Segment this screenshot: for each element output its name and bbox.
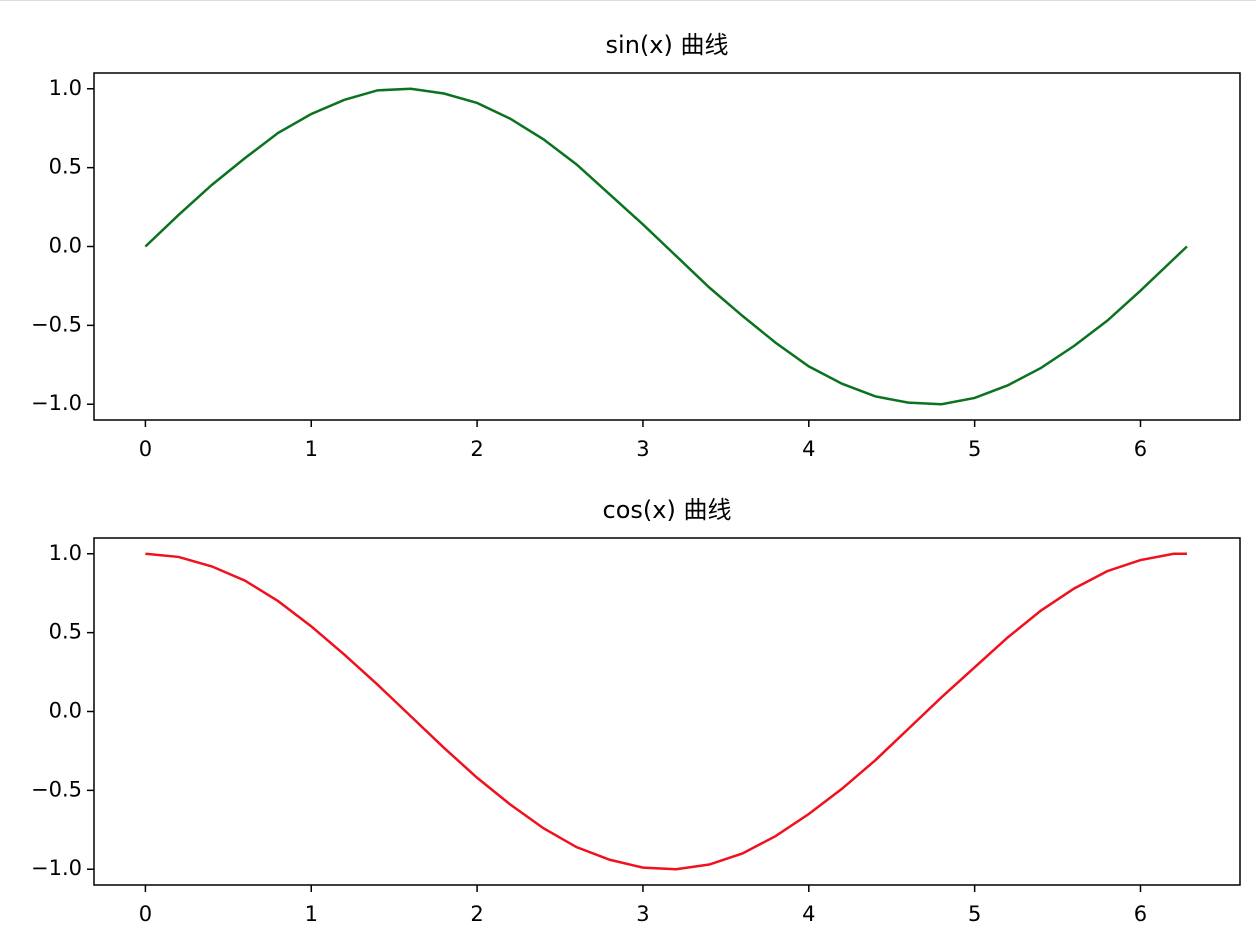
y-tick-label: 0.5 [49,155,82,179]
y-tick-label: −0.5 [31,312,82,336]
x-tick-label: 4 [802,902,815,926]
y-tick-label: −0.5 [31,777,82,801]
y-tick-label: −1.0 [31,856,82,880]
x-tick-label: 0 [139,902,152,926]
x-tick-label: 0 [139,437,152,461]
y-tick-label: 0.0 [49,699,82,723]
x-tick-label: 3 [636,437,649,461]
chart-title: cos(x) 曲线 [603,496,732,524]
x-tick-label: 5 [968,902,981,926]
y-tick-label: 0.5 [49,620,82,644]
y-tick-label: 0.0 [49,234,82,258]
x-tick-label: 1 [305,902,318,926]
x-tick-label: 4 [802,437,815,461]
chart-title: sin(x) 曲线 [606,31,729,59]
x-tick-label: 6 [1134,902,1147,926]
line-series [144,87,1188,406]
x-tick-label: 1 [305,437,318,461]
y-tick-label: 1.0 [49,76,82,100]
axes-frame [93,537,1241,886]
line-series [145,552,1187,871]
x-tick-label: 2 [470,902,483,926]
x-tick-label: 6 [1134,437,1147,461]
axes-frame [93,72,1241,421]
y-tick-label: 1.0 [49,541,82,565]
x-tick-label: 5 [968,437,981,461]
x-tick-label: 3 [636,902,649,926]
y-tick-label: −1.0 [31,391,82,415]
x-tick-label: 2 [470,437,483,461]
